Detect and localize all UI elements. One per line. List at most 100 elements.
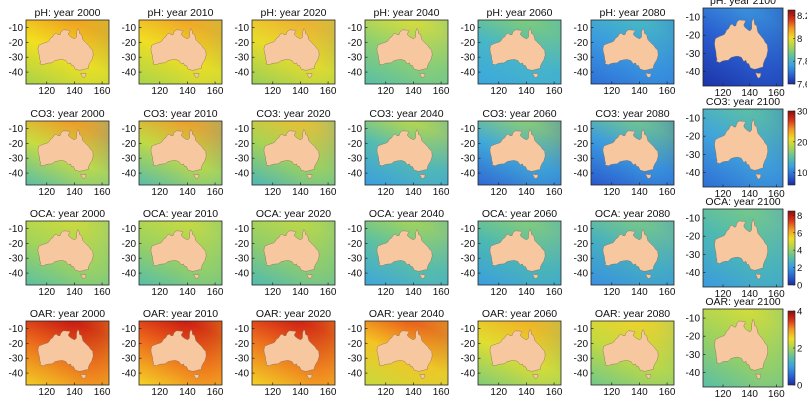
map-panel: 120 140 160 -10 -20 -30 -40 OCA: year 2080 xyxy=(574,208,676,298)
y-tick-label: -10 xyxy=(574,124,589,135)
y-tick-label: -20 xyxy=(235,239,250,250)
x-tick-label: 120 xyxy=(490,187,507,198)
x-tick-label: 160 xyxy=(768,88,785,99)
x-tick-label: 140 xyxy=(518,86,535,97)
panel-title: pH: year 2080 xyxy=(600,7,666,19)
x-tick-label: 160 xyxy=(320,287,337,298)
panel-frame xyxy=(590,120,675,186)
x-tick-label: 140 xyxy=(741,189,758,200)
x-tick-label: 140 xyxy=(518,387,535,398)
tasmania-landmass xyxy=(645,173,652,179)
x-tick-label: 120 xyxy=(603,187,620,198)
colorbar-ramp xyxy=(787,210,796,286)
colorbar-tick-label: 4 xyxy=(797,307,802,318)
x-tick-label: 160 xyxy=(320,387,337,398)
x-tick-label: 120 xyxy=(38,86,55,97)
panel-frame xyxy=(138,120,223,186)
y-tick-label: -40 xyxy=(122,269,137,280)
y-tick-label: -30 xyxy=(686,250,701,261)
map-panel: 120 140 160 -10 -20 -30 -40 OAR: year 2040 xyxy=(348,308,450,398)
tasmania-landmass xyxy=(306,273,313,279)
tasmania-landmass xyxy=(80,373,87,379)
y-tick-label: -30 xyxy=(235,354,250,365)
map-panel: 120 140 160 -10 -20 -30 -40 pH: year 2010 xyxy=(122,7,224,97)
y-tick-label: -30 xyxy=(461,254,476,265)
y-tick-label: -20 xyxy=(686,31,701,42)
map-panel: 120 140 160 -10 -20 -30 -40 CO3: year 2060 xyxy=(461,108,563,198)
x-tick-label: 140 xyxy=(292,86,309,97)
y-tick-label: -40 xyxy=(9,269,24,280)
x-tick-label: 120 xyxy=(151,387,168,398)
panel-title: OAR: year 2100 xyxy=(705,296,780,308)
australia-landmass xyxy=(489,28,546,71)
x-tick-label: 140 xyxy=(741,389,758,400)
tasmania-landmass xyxy=(80,273,87,279)
x-tick-label: 140 xyxy=(631,86,648,97)
x-tick-label: 160 xyxy=(94,287,111,298)
y-tick-label: -40 xyxy=(348,369,363,380)
panel-title: pH: year 2010 xyxy=(148,7,214,19)
panel-title: OAR: year 2010 xyxy=(143,308,218,320)
colorbar-tick-label: 8.2 xyxy=(797,11,807,22)
map-panel: 120 140 160 -10 -20 -30 -40 pH: year 2040 xyxy=(348,7,450,97)
y-tick-label: -20 xyxy=(574,38,589,49)
y-tick-label: -10 xyxy=(686,13,701,24)
map-panel: 120 140 160 -10 -20 -30 -40 pH: year 2080 xyxy=(574,7,676,97)
y-tick-label: -40 xyxy=(461,269,476,280)
map-panel: 120 140 160 -10 -20 -30 -40 OCA: year 2010 xyxy=(122,208,224,298)
y-tick-label: -20 xyxy=(574,339,589,350)
x-tick-label: 160 xyxy=(659,287,676,298)
x-tick-label: 120 xyxy=(151,287,168,298)
panel-title: CO3: year 2080 xyxy=(595,108,669,120)
panel-title: pH: year 2040 xyxy=(374,7,440,19)
x-tick-label: 120 xyxy=(603,86,620,97)
panel-frame xyxy=(25,220,110,286)
y-tick-label: -10 xyxy=(461,224,476,235)
y-tick-label: -10 xyxy=(122,124,137,135)
y-tick-label: -20 xyxy=(461,38,476,49)
map-panel: 120 140 160 -10 -20 -30 -40 pH: year 2020 xyxy=(235,7,337,97)
panel-frame xyxy=(477,19,562,85)
panel-title: CO3: year 2000 xyxy=(30,108,104,120)
tasmania-landmass xyxy=(419,273,426,279)
y-tick-label: -40 xyxy=(348,269,363,280)
y-tick-label: -10 xyxy=(461,124,476,135)
tasmania-landmass xyxy=(419,72,426,78)
map-panel: 120 140 160 -10 -20 -30 -40 OCA: year 2020 xyxy=(235,208,337,298)
y-tick-label: -40 xyxy=(574,369,589,380)
y-tick-label: -20 xyxy=(686,132,701,143)
y-tick-label: -40 xyxy=(122,68,137,79)
tasmania-landmass xyxy=(306,72,313,78)
x-tick-label: 140 xyxy=(66,287,83,298)
y-tick-label: -10 xyxy=(461,324,476,335)
panel-frame xyxy=(590,220,675,286)
australia-landmass xyxy=(489,229,546,272)
y-tick-label: -20 xyxy=(574,239,589,250)
y-tick-label: -40 xyxy=(122,369,137,380)
x-tick-label: 160 xyxy=(768,289,785,300)
x-tick-label: 120 xyxy=(264,387,281,398)
tasmania-landmass xyxy=(755,72,761,79)
colorbar-ramp xyxy=(787,110,796,186)
y-tick-label: -10 xyxy=(9,224,24,235)
map-panel: 120 140 160 -10 -20 -30 -40 OAR: year 2010 xyxy=(122,308,224,398)
colorbar-tick-label: 4 xyxy=(797,246,802,257)
x-tick-label: 160 xyxy=(207,187,224,198)
x-tick-label: 120 xyxy=(490,287,507,298)
y-tick-label: -30 xyxy=(235,154,250,165)
y-tick-label: -20 xyxy=(348,38,363,49)
australia-landmass xyxy=(376,229,433,272)
map-panel: 120 140 160 -10 -20 -30 -40 pH: year 2100 xyxy=(686,0,786,99)
panel-title: pH: year 2060 xyxy=(487,7,553,19)
x-tick-label: 120 xyxy=(377,287,394,298)
y-tick-label: -20 xyxy=(348,339,363,350)
y-tick-label: -10 xyxy=(235,124,250,135)
map-panel: 120 140 160 -10 -20 -30 -40 CO3: year 2040 xyxy=(348,108,450,198)
x-tick-label: 140 xyxy=(405,287,422,298)
y-tick-label: -40 xyxy=(574,68,589,79)
map-panel: 120 140 160 -10 -20 -30 -40 pH: year 2060 xyxy=(461,7,563,97)
y-tick-label: -40 xyxy=(686,368,701,379)
map-panel: 120 140 160 -10 -20 -30 -40 OCA: year 2000 xyxy=(9,208,111,298)
panel-title: OCA: year 2020 xyxy=(256,208,331,220)
y-tick-label: -10 xyxy=(122,324,137,335)
